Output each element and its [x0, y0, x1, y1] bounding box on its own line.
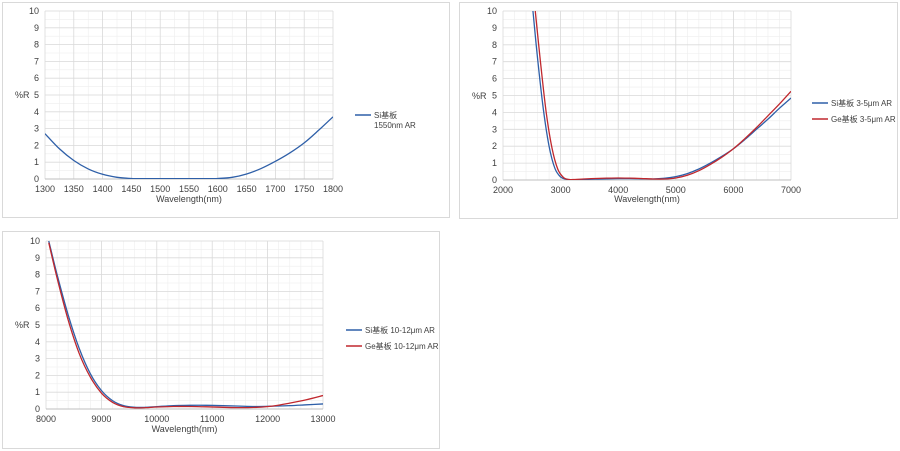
- x-tick-label: 2000: [493, 185, 513, 195]
- y-tick-label: 8: [35, 270, 40, 280]
- x-tick-label: 1750: [294, 184, 314, 194]
- chart-svg-1: 1300 1350 1400 1450 1500 1550 1600 1650 1700 1750…: [15, 6, 416, 204]
- y-tick-label: 8: [492, 40, 497, 50]
- y-tick-label: 3: [35, 354, 40, 364]
- x-tick-label: 12000: [255, 414, 280, 424]
- y-tick-label: 7: [35, 286, 40, 296]
- chart-panel-si-1550: 1300 1350 1400 1450 1500 1550 1600 1650 1700 1750…: [2, 2, 450, 218]
- series-line-1: [48, 242, 323, 409]
- y-tick-label: 6: [35, 303, 40, 313]
- chart-svg-3: 8000 9000 10000 11000 12000 13000 0 1 2 3 4 5 6 7 8 9 10…: [15, 236, 439, 434]
- x-tick-label: 1550: [179, 184, 199, 194]
- y-tick-label: 10: [30, 236, 40, 246]
- y-tick-label: 6: [34, 73, 39, 83]
- x-tick-label: 1300: [35, 184, 55, 194]
- y-tick-label: 4: [35, 337, 40, 347]
- chart-panel-3-5um: 2000 3000 4000 5000 6000 7000 0 1 2 3 4 5 6 7 8 9 10 %R Wa…: [459, 2, 898, 219]
- x-tick-label: 8000: [36, 414, 56, 424]
- y-tick-label: 6: [492, 74, 497, 84]
- y-axis-label: %R: [472, 91, 487, 101]
- x-tick-label: 10000: [144, 414, 169, 424]
- y-tick-label: 1: [492, 158, 497, 168]
- y-tick-label: 9: [492, 23, 497, 33]
- y-tick-label: 2: [34, 140, 39, 150]
- chart-svg-2: 2000 3000 4000 5000 6000 7000 0 1 2 3 4 5 6 7 8 9 10 %R Wa…: [472, 6, 896, 204]
- x-tick-label: 7000: [781, 185, 801, 195]
- chart-panel-10-12um: 8000 9000 10000 11000 12000 13000 0 1 2 3 4 5 6 7 8 9 10…: [2, 231, 440, 449]
- legend-label-line2: 1550nm AR: [374, 121, 416, 130]
- x-tick-label: 1450: [121, 184, 141, 194]
- y-tick-label: 3: [34, 124, 39, 134]
- series-line-1: [534, 10, 791, 180]
- y-tick-label: 2: [35, 370, 40, 380]
- x-tick-label: 9000: [91, 414, 111, 424]
- x-tick-label: 1350: [64, 184, 84, 194]
- x-tick-label: 1600: [208, 184, 228, 194]
- y-tick-label: 2: [492, 141, 497, 151]
- y-tick-label: 1: [34, 157, 39, 167]
- x-axis-label: Wavelength(nm): [156, 194, 222, 204]
- y-tick-label: 9: [35, 253, 40, 263]
- legend-label: Ge基板 10-12μm AR: [365, 341, 439, 351]
- y-axis-label: %R: [15, 320, 30, 330]
- x-tick-label: 6000: [723, 185, 743, 195]
- y-tick-label: 5: [35, 320, 40, 330]
- y-tick-label: 10: [487, 6, 497, 16]
- x-tick-label: 5000: [666, 185, 686, 195]
- y-axis-label: %R: [15, 90, 30, 100]
- y-tick-label: 1: [35, 387, 40, 397]
- y-tick-label: 0: [34, 174, 39, 184]
- x-tick-label: 1800: [323, 184, 343, 194]
- legend-label: Si基板: [374, 110, 397, 120]
- y-tick-label: 4: [34, 107, 39, 117]
- y-tick-label: 7: [492, 57, 497, 67]
- y-tick-label: 7: [34, 56, 39, 66]
- x-tick-label: 1400: [93, 184, 113, 194]
- y-tick-label: 4: [492, 107, 497, 117]
- x-tick-label: 1500: [150, 184, 170, 194]
- x-tick-label: 11000: [200, 414, 224, 424]
- legend-label: Ge基板 3-5μm AR: [831, 114, 896, 124]
- x-tick-label: 1650: [237, 184, 257, 194]
- series-line-0: [45, 116, 333, 179]
- x-tick-label: 3000: [551, 185, 571, 195]
- y-tick-label: 9: [34, 23, 39, 33]
- y-tick-label: 3: [492, 124, 497, 134]
- y-tick-label: 0: [492, 175, 497, 185]
- y-tick-label: 5: [34, 90, 39, 100]
- y-tick-label: 10: [29, 6, 39, 16]
- y-tick-label: 8: [34, 40, 39, 50]
- x-axis-label: Wavelength(nm): [614, 194, 680, 204]
- y-tick-label: 5: [492, 91, 497, 101]
- x-tick-label: 1700: [265, 184, 285, 194]
- legend-label: Si基板 10-12μm AR: [365, 325, 435, 335]
- x-tick-label: 13000: [310, 414, 335, 424]
- x-axis-label: Wavelength(nm): [152, 424, 218, 434]
- y-tick-label: 0: [35, 404, 40, 414]
- legend-label: Si基板 3-5μm AR: [831, 98, 892, 108]
- x-tick-label: 4000: [608, 185, 628, 195]
